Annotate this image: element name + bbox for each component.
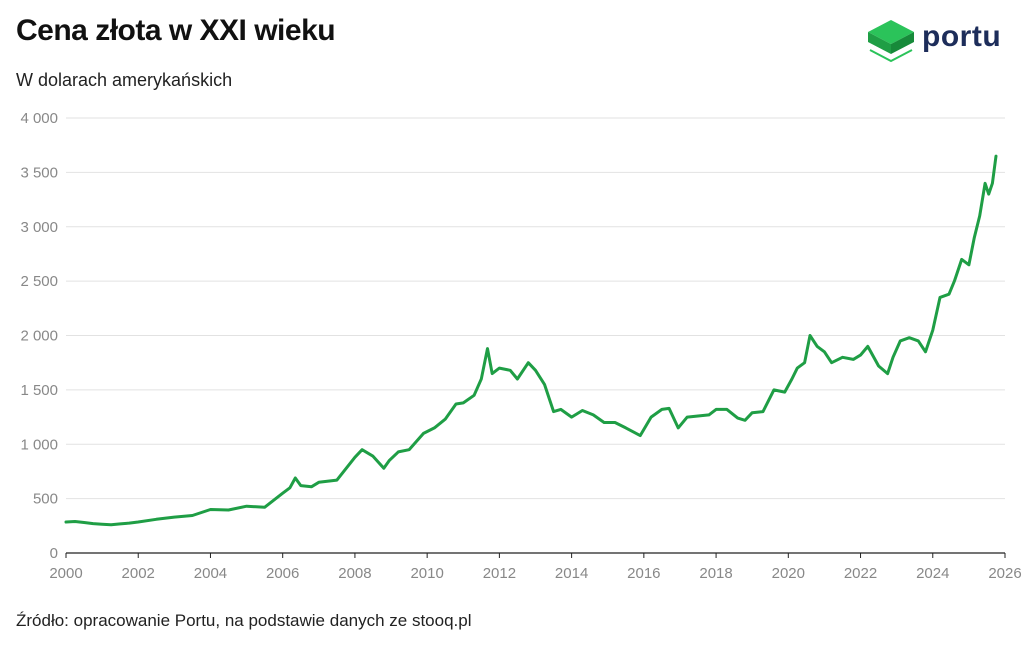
x-tick-label: 2024 (916, 565, 949, 582)
x-tick-label: 2010 (410, 565, 443, 582)
x-tick-label: 2012 (483, 565, 516, 582)
y-tick-label: 3 000 (20, 219, 58, 236)
portu-logo: portu (866, 18, 1016, 66)
x-tick-label: 2000 (49, 565, 82, 582)
x-tick-label: 2014 (555, 565, 588, 582)
series-group (64, 154, 998, 527)
x-tick-label: 2004 (194, 565, 227, 582)
y-tick-label: 2 500 (20, 273, 58, 290)
x-tick-label: 2006 (266, 565, 299, 582)
gold-price-line (64, 154, 998, 527)
logo-text: portu (922, 20, 1002, 53)
x-tick-label: 2016 (627, 565, 660, 582)
x-tick-label: 2022 (844, 565, 877, 582)
source-note: Źródło: opracowanie Portu, na podstawie … (16, 611, 472, 630)
y-tick-label: 1 500 (20, 382, 58, 399)
x-tick-label: 2018 (699, 565, 732, 582)
y-tick-label: 1 000 (20, 436, 58, 453)
y-tick-label: 4 000 (20, 110, 58, 127)
x-tick-label: 2008 (338, 565, 371, 582)
x-tick-label: 2020 (772, 565, 805, 582)
y-tick-label: 0 (50, 545, 58, 562)
grid-lines (66, 117, 1005, 500)
y-tick-label: 3 500 (20, 164, 58, 181)
chart-subtitle: W dolarach amerykańskich (16, 70, 233, 90)
y-tick-label: 500 (33, 491, 58, 508)
cube-icon (868, 20, 914, 63)
chart-title: Cena złota w XXI wieku (16, 14, 336, 47)
y-axis-ticks: 0 500 1 000 1 500 2 000 2 500 3 000 3 500 4 000 (20, 110, 58, 562)
x-tick-label: 2026 (988, 565, 1021, 582)
x-tick-label: 2002 (122, 565, 155, 582)
y-tick-label: 2 000 (20, 328, 58, 345)
x-axis-ticks: 2000 2002 2004 2006 2008 2010 2012 2014 2016 2018… (49, 553, 1022, 582)
